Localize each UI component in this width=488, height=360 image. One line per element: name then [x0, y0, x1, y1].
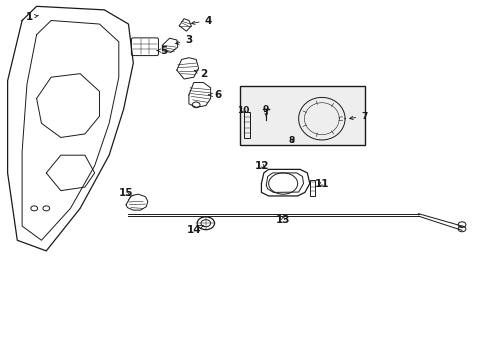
Text: 11: 11 [314, 179, 328, 189]
Text: 3: 3 [175, 35, 192, 45]
Text: 8: 8 [288, 136, 294, 145]
Bar [239, 86, 365, 145]
Text: 5: 5 [157, 46, 167, 56]
Text: 4: 4 [191, 15, 211, 26]
Text: 7: 7 [349, 112, 367, 121]
Circle shape [296, 137, 300, 140]
Text: 12: 12 [255, 161, 269, 171]
Text: 1: 1 [26, 12, 39, 22]
Text: 14: 14 [186, 225, 203, 235]
Text: 9: 9 [262, 105, 268, 114]
Text: 10: 10 [236, 106, 249, 115]
Bar [309, 180, 314, 196]
Bar [244, 112, 250, 138]
Text: 2: 2 [194, 69, 206, 79]
Text: 15: 15 [119, 189, 134, 198]
Text: 6: 6 [208, 90, 221, 100]
Text: 13: 13 [275, 215, 290, 225]
